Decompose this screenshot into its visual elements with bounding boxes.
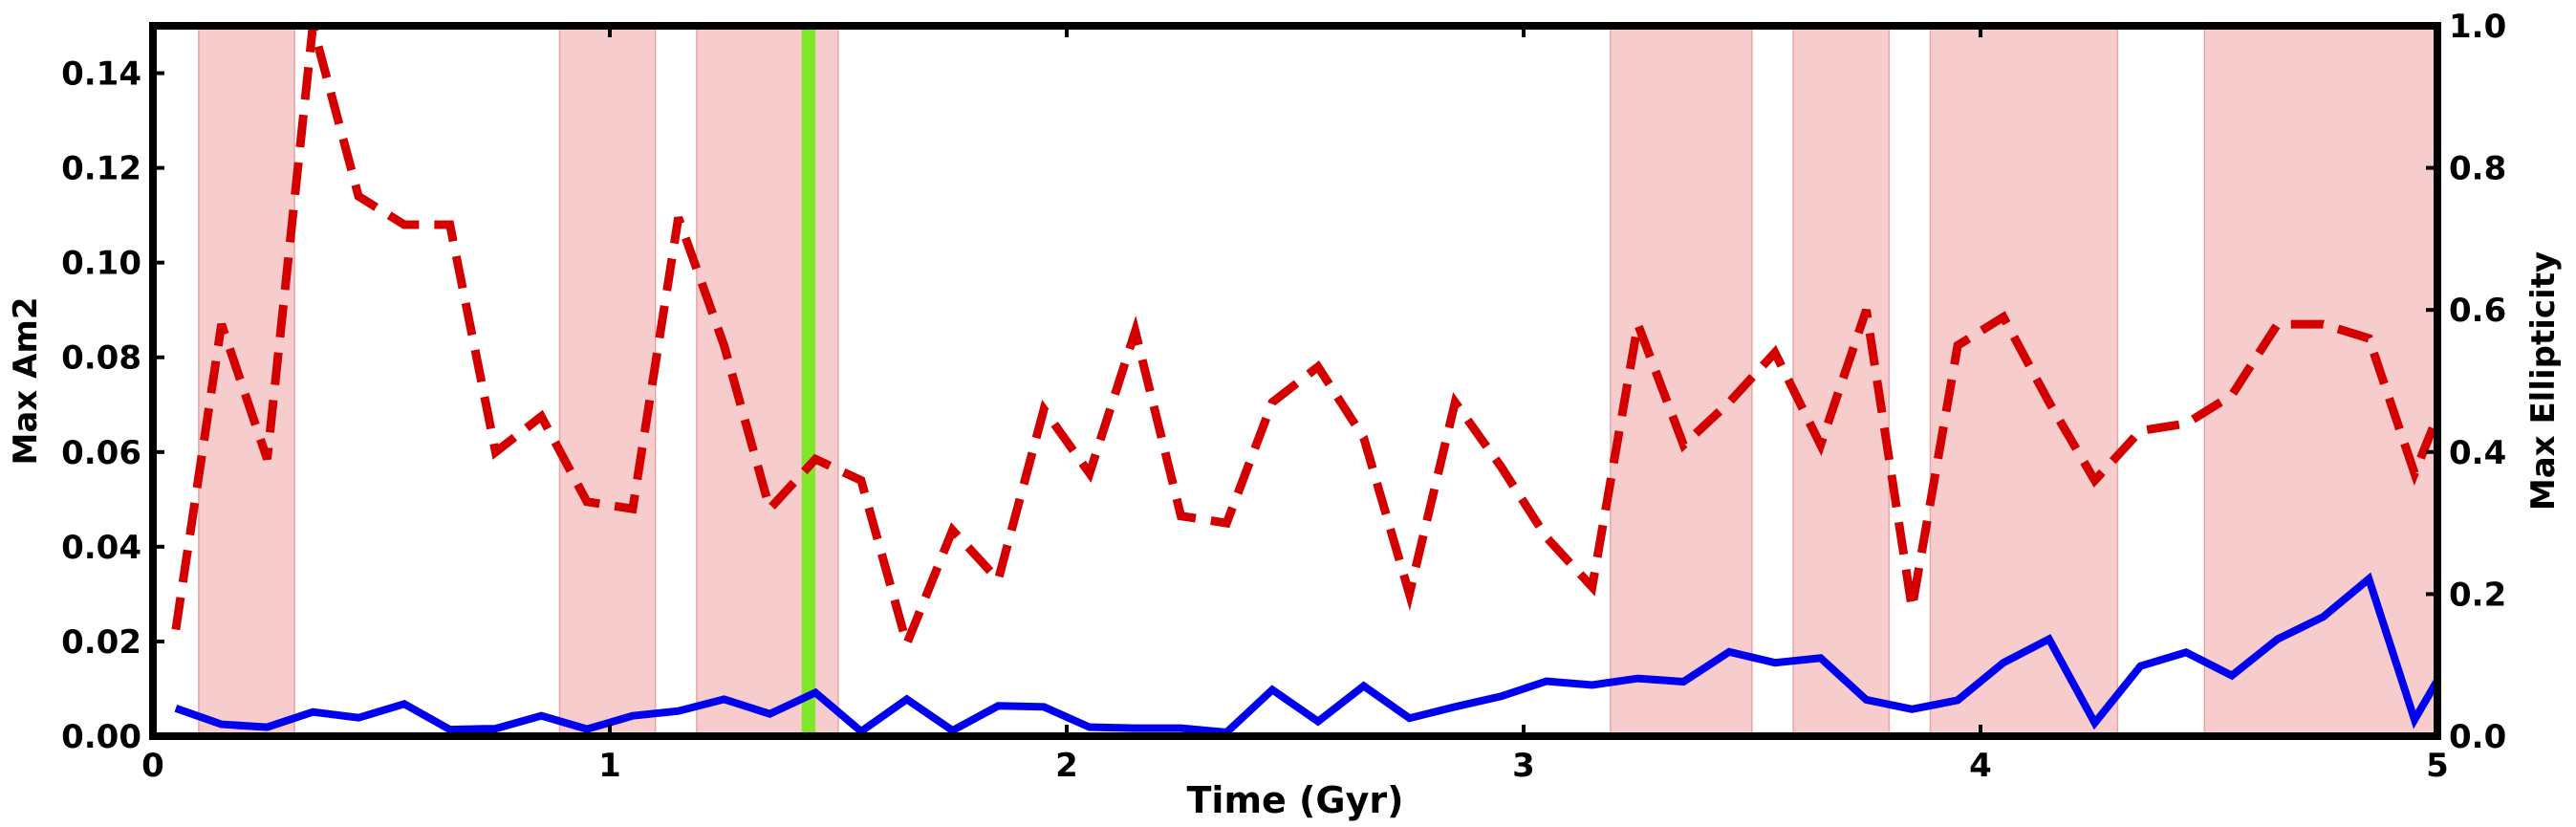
shaded-region-4 <box>1610 25 1753 737</box>
x-tick-label: 0 <box>141 747 164 785</box>
y-right-tick-label: 0.6 <box>2449 292 2506 330</box>
y-left-tick-label: 0.08 <box>61 339 141 378</box>
y-left-tick-label: 0.10 <box>61 245 141 283</box>
y-left-tick-label: 0.00 <box>61 718 141 756</box>
shaded-region-5 <box>1792 25 1891 737</box>
y-right-tick-label: 1.0 <box>2449 8 2506 46</box>
plot-frame <box>149 22 2441 740</box>
y-right-tick-label: 0.0 <box>2449 718 2506 756</box>
marker-band-group <box>801 26 816 736</box>
solid-series-line <box>174 572 2441 737</box>
y-left-tick-label: 0.04 <box>61 529 141 567</box>
marker-band <box>801 26 816 736</box>
shaded-region-6 <box>1929 25 2119 737</box>
y-axis-left-label: Max Am2 <box>7 297 45 466</box>
dashed-series-line <box>171 24 2442 658</box>
x-axis-label: Time (Gyr) <box>1187 779 1404 821</box>
y-right-tick-label: 0.8 <box>2449 150 2506 188</box>
y-right-tick-label: 0.2 <box>2449 576 2506 614</box>
x-tick-label: 3 <box>1512 747 1535 785</box>
x-tick-label: 2 <box>1055 747 1078 785</box>
shaded-region-2 <box>558 25 657 737</box>
ticks-group: 0 1 2 3 4 5 0.00 0.02 0.04 0.06 0.08 0.10 0.12 0.14 0.… <box>61 8 2506 785</box>
y-left-tick-label: 0.02 <box>61 623 141 662</box>
y-left-tick-label: 0.06 <box>61 434 141 472</box>
x-tick-label: 1 <box>598 747 621 785</box>
y-right-tick-label: 0.4 <box>2449 434 2506 472</box>
series-group <box>171 24 2442 737</box>
y-left-tick-label: 0.12 <box>61 150 141 188</box>
x-tick-label: 4 <box>1969 747 1992 785</box>
shaded-regions <box>198 25 2438 737</box>
y-left-tick-label: 0.14 <box>61 55 141 94</box>
y-axis-right-label: Max Ellipticity <box>2524 251 2563 511</box>
x-tick-label: 5 <box>2426 747 2449 785</box>
shaded-region-3 <box>696 25 839 737</box>
